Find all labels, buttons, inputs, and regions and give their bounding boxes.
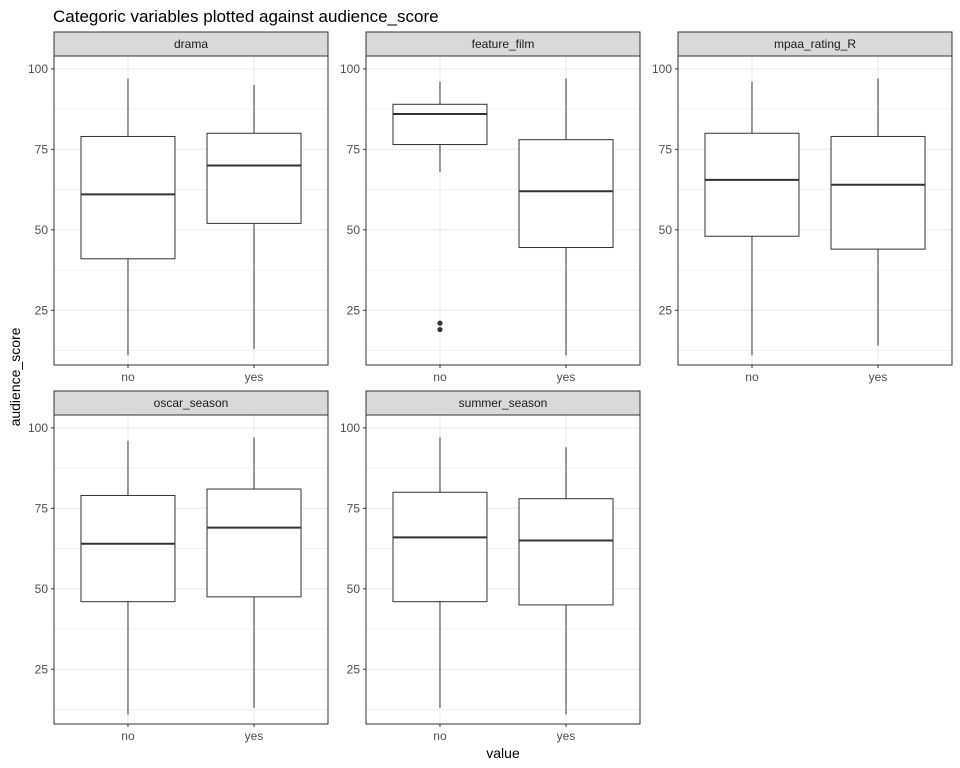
boxplot-summer_season-yes <box>518 447 614 715</box>
chart-title: Categoric variables plotted against audi… <box>53 7 439 26</box>
facet-strip <box>53 31 329 57</box>
iqr-box <box>80 494 176 603</box>
panel-border <box>53 414 329 725</box>
iqr-box <box>80 135 176 260</box>
y-tick-label: 50 <box>35 582 49 596</box>
y-tick-label: 25 <box>659 303 673 317</box>
boxplot-drama-yes <box>206 84 302 349</box>
y-tick-label: 75 <box>35 142 49 156</box>
facet-strip-label: feature_film <box>472 37 535 51</box>
x-tick-label: yes <box>869 370 888 384</box>
y-tick-label: 25 <box>347 303 361 317</box>
y-tick-label: 25 <box>35 662 49 676</box>
y-axis-title: audience_score <box>7 327 23 426</box>
facet-panel-oscar_season: oscar_season 25 50 75 100 no yes <box>28 390 329 743</box>
y-tick-label: 75 <box>659 142 673 156</box>
facet-strip <box>365 390 641 416</box>
y-tick-label: 50 <box>347 223 361 237</box>
iqr-box <box>392 491 488 603</box>
facet-panel-drama: drama 25 50 75 100 no yes <box>28 31 329 384</box>
iqr-box <box>518 139 614 249</box>
y-tick-label: 50 <box>347 582 361 596</box>
y-tick-label: 25 <box>347 662 361 676</box>
x-tick-label: no <box>745 370 759 384</box>
boxplot-feature_film-no <box>392 81 488 333</box>
facet-panel-mpaa_rating_R: mpaa_rating_R 25 50 75 100 no yes <box>652 31 953 384</box>
y-tick-label: 100 <box>340 62 360 76</box>
y-tick-label: 75 <box>35 501 49 515</box>
facet-strip <box>677 31 953 57</box>
x-axis-title: value <box>486 745 520 761</box>
outlier-point <box>437 326 443 333</box>
facet-strip-label: drama <box>174 37 208 51</box>
iqr-box <box>704 132 800 237</box>
facet-strip-label: mpaa_rating_R <box>774 37 856 51</box>
x-tick-label: no <box>433 370 447 384</box>
boxplot-mpaa_rating_R-yes <box>830 78 926 346</box>
y-tick-label: 25 <box>35 303 49 317</box>
x-tick-label: no <box>433 729 447 743</box>
facet-strip-label: oscar_season <box>154 396 229 410</box>
y-tick-label: 75 <box>347 142 361 156</box>
boxplot-feature_film-yes <box>518 78 614 356</box>
boxplot-drama-no <box>80 78 176 356</box>
facet-strip-label: summer_season <box>459 396 548 410</box>
facet-strip <box>365 31 641 57</box>
x-tick-label: no <box>121 370 135 384</box>
boxplot-summer_season-no <box>392 437 488 708</box>
y-tick-label: 100 <box>340 421 360 435</box>
y-tick-label: 75 <box>347 501 361 515</box>
iqr-box <box>206 488 302 598</box>
panel-border <box>53 55 329 366</box>
boxplot-mpaa_rating_R-no <box>704 81 800 356</box>
outlier-point <box>437 320 443 326</box>
facet-panels: drama 25 50 75 100 no yes feature_film 25 50 75 100… <box>28 31 953 743</box>
panel-border <box>365 55 641 366</box>
x-tick-label: yes <box>557 729 576 743</box>
panel-border <box>677 55 953 366</box>
x-tick-label: no <box>121 729 135 743</box>
boxplot-oscar_season-yes <box>206 437 302 708</box>
y-tick-label: 100 <box>28 62 48 76</box>
y-tick-label: 50 <box>659 223 673 237</box>
x-tick-label: yes <box>245 729 264 743</box>
iqr-box <box>518 498 614 606</box>
boxplot-oscar_season-no <box>80 440 176 715</box>
y-tick-label: 100 <box>28 421 48 435</box>
x-tick-label: yes <box>245 370 264 384</box>
facet-strip <box>53 390 329 416</box>
iqr-box <box>392 103 488 146</box>
y-tick-label: 50 <box>35 223 49 237</box>
panel-border <box>365 414 641 725</box>
iqr-box <box>830 135 926 250</box>
facet-panel-feature_film: feature_film 25 50 75 100 no yes <box>340 31 641 384</box>
facet-panel-summer_season: summer_season 25 50 75 100 no yes <box>340 390 641 743</box>
iqr-box <box>206 132 302 224</box>
x-tick-label: yes <box>557 370 576 384</box>
y-tick-label: 100 <box>652 62 672 76</box>
